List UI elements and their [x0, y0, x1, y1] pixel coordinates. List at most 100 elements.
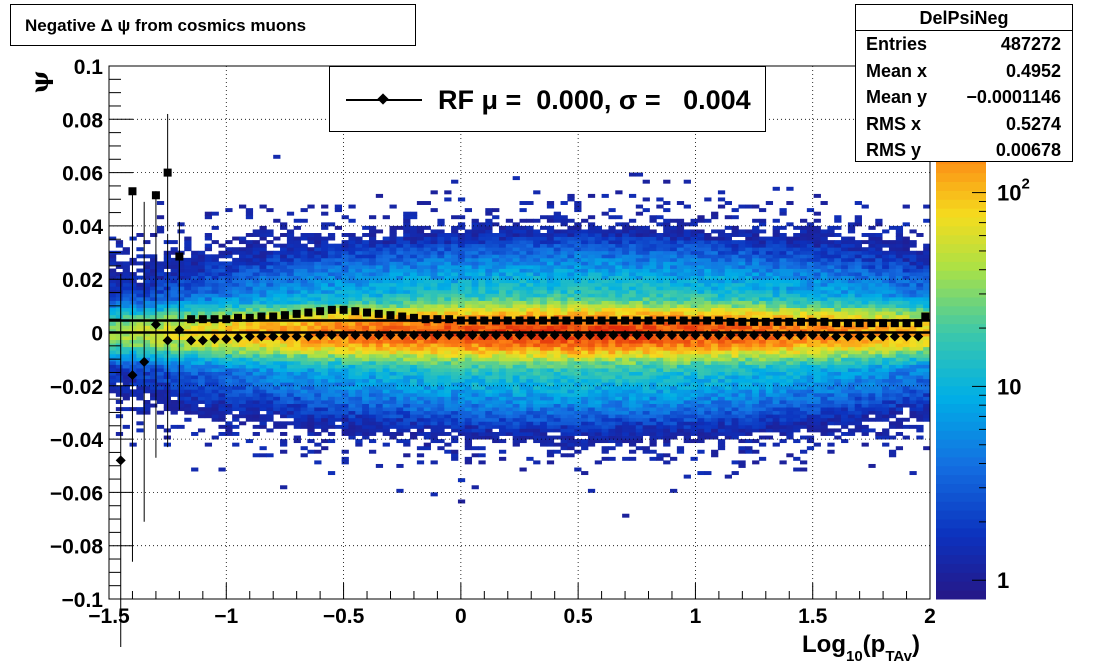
- heatmap-cell: [129, 257, 137, 262]
- heatmap-cell: [293, 353, 301, 358]
- heatmap-cell: [355, 272, 363, 277]
- heatmap-cell: [423, 233, 431, 237]
- heatmap-cell: [663, 442, 671, 447]
- heatmap-cell: [560, 417, 568, 422]
- heatmap-cell: [635, 371, 644, 376]
- heatmap-cell: [259, 346, 267, 351]
- heatmap-cell: [122, 296, 130, 301]
- heatmap-cell: [252, 396, 260, 401]
- heatmap-cell: [642, 293, 650, 298]
- heatmap-cell: [622, 414, 630, 419]
- heatmap-cell: [252, 403, 260, 408]
- heatmap-cell: [464, 375, 473, 380]
- heatmap-cell: [143, 389, 151, 394]
- heatmap-cell: [505, 403, 514, 408]
- heatmap-cell: [410, 357, 418, 362]
- heatmap-cell: [581, 360, 589, 365]
- heatmap-cell: [314, 385, 322, 390]
- heatmap-cell: [690, 328, 698, 333]
- heatmap-cell: [553, 289, 561, 294]
- heatmap-cell: [115, 240, 124, 245]
- heatmap-cell: [410, 403, 418, 408]
- heatmap-cell: [567, 257, 575, 262]
- heatmap-cell: [327, 439, 336, 444]
- heatmap-cell: [355, 261, 363, 266]
- heatmap-cell: [177, 403, 185, 408]
- heatmap-cell: [245, 282, 254, 287]
- heatmap-cell: [526, 300, 534, 305]
- heatmap-cell: [218, 382, 226, 387]
- heatmap-cell: [457, 346, 466, 351]
- heatmap-cell: [314, 243, 322, 248]
- heatmap-cell: [238, 264, 247, 269]
- heatmap-cell: [642, 208, 650, 213]
- heatmap-cell: [656, 272, 664, 277]
- heatmap-cell: [197, 279, 206, 284]
- heatmap-cell: [540, 264, 548, 269]
- heatmap-cell: [430, 254, 438, 259]
- heatmap-cell: [601, 236, 609, 241]
- heatmap-cell: [581, 442, 589, 447]
- heatmap-cell: [622, 275, 630, 280]
- heatmap-cell: [368, 304, 377, 309]
- heatmap-cell: [608, 257, 616, 262]
- heatmap-cell: [238, 261, 247, 266]
- heatmap-cell: [649, 279, 657, 284]
- heatmap-cell: [512, 357, 520, 362]
- heatmap-cell: [615, 336, 623, 340]
- heatmap-cell: [389, 300, 397, 305]
- heatmap-cell: [307, 410, 315, 415]
- heatmap-cell: [314, 286, 322, 291]
- heatmap-cell: [451, 215, 459, 220]
- heatmap-cell: [628, 375, 637, 380]
- heatmap-cell: [368, 353, 377, 358]
- heatmap-cell: [280, 307, 288, 312]
- heatmap-cell: [663, 368, 671, 372]
- heatmap-cell: [601, 282, 609, 287]
- heatmap-cell: [156, 261, 165, 266]
- heatmap-cell: [238, 300, 247, 305]
- heatmap-cell: [266, 275, 274, 280]
- heatmap-cell: [389, 229, 397, 234]
- heatmap-cell: [348, 350, 356, 355]
- heatmap-cell: [150, 382, 158, 387]
- heatmap-cell: [389, 375, 397, 380]
- heatmap-cell: [334, 360, 343, 365]
- heatmap-cell: [225, 250, 233, 255]
- heatmap-cell: [663, 339, 671, 344]
- heatmap-cell: [177, 300, 185, 305]
- heatmap-cell: [444, 350, 452, 355]
- heatmap-cell: [526, 254, 534, 259]
- heatmap-cell: [567, 296, 575, 301]
- heatmap-cell: [670, 378, 678, 383]
- heatmap-cell: [238, 307, 247, 312]
- heatmap-cell: [553, 424, 561, 429]
- heatmap-cell: [232, 247, 240, 252]
- heatmap-cell: [382, 350, 390, 355]
- heatmap-cell: [512, 403, 520, 408]
- heatmap-cell: [280, 385, 288, 390]
- heatmap-cell: [615, 442, 623, 447]
- heatmap-cell: [410, 378, 418, 383]
- heatmap-cell: [423, 254, 431, 259]
- heatmap-cell: [642, 421, 650, 426]
- heatmap-cell: [334, 264, 343, 269]
- heatmap-cell: [663, 414, 671, 419]
- heatmap-cell: [204, 371, 213, 376]
- heatmap-cell: [204, 286, 213, 291]
- heatmap-cell: [280, 389, 288, 394]
- heatmap-cell: [252, 339, 260, 344]
- heatmap-cell: [444, 268, 452, 273]
- heatmap-cell: [464, 293, 473, 298]
- heatmap-cell: [546, 247, 555, 252]
- heatmap-cell: [280, 250, 288, 255]
- heatmap-cell: [362, 389, 370, 394]
- heatmap-cell: [225, 311, 233, 316]
- heatmap-cell: [430, 240, 438, 245]
- heatmap-cell: [156, 215, 165, 220]
- heatmap-cell: [252, 300, 260, 305]
- heatmap-cell: [519, 268, 527, 273]
- heatmap-cell: [635, 172, 644, 177]
- heatmap-cell: [498, 382, 507, 387]
- heatmap-cell: [601, 193, 609, 198]
